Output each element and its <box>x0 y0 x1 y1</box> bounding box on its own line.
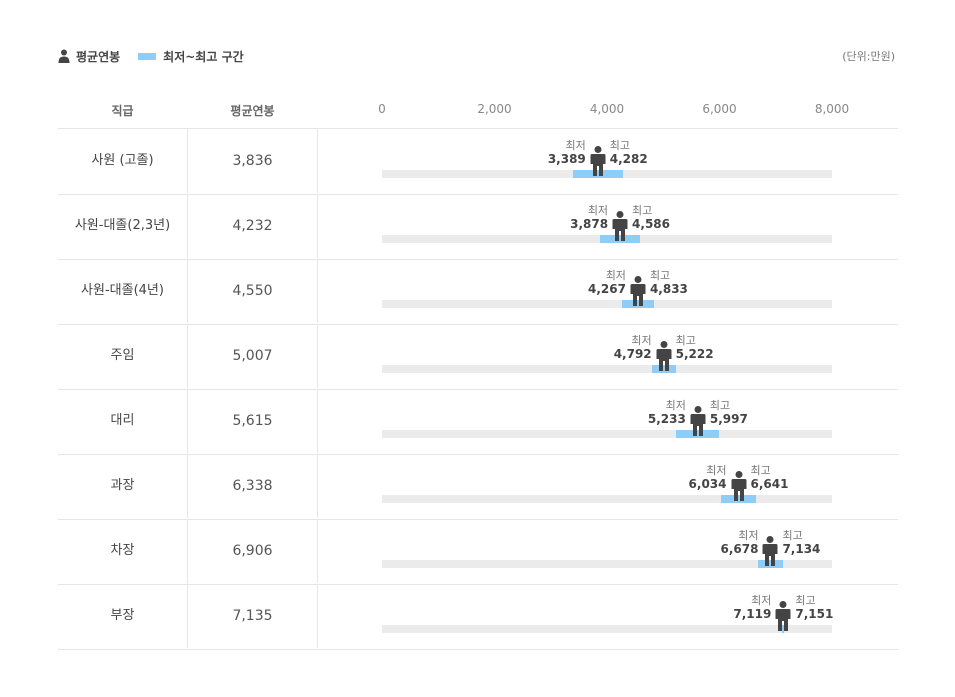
rank-label: 부장 <box>58 584 188 648</box>
max-label: 최고 <box>632 204 653 217</box>
avg-value: 4,550 <box>188 259 318 323</box>
min-value: 4,267 <box>587 282 626 296</box>
table-header: 직급 평균연봉 0 2,000 4,000 6,000 8,000 <box>58 98 898 129</box>
range-bar <box>651 365 676 373</box>
person-icon <box>775 601 791 631</box>
max-label: 최고 <box>609 139 631 152</box>
max-label: 최고 <box>750 464 771 477</box>
x-tick-label: 2,000 <box>477 102 512 116</box>
max-value: 4,282 <box>609 152 648 166</box>
rank-label: 차장 <box>58 519 188 583</box>
table-row: 사원-대졸(4년) 4,550 최저 4,267 최고 4,833 <box>58 259 898 325</box>
range-bar <box>572 170 623 178</box>
header-rank: 직급 <box>111 104 134 118</box>
min-label: 최저 <box>738 529 759 542</box>
min-value: 4,792 <box>613 347 652 361</box>
max-value: 5,997 <box>709 412 748 426</box>
max-value: 5,222 <box>675 347 714 361</box>
x-tick-label: 8,000 <box>814 102 850 116</box>
max-value: 6,641 <box>750 477 789 491</box>
legend-avg-label: 평균연봉 <box>76 49 121 64</box>
rank-label: 사원-대졸(2,3년) <box>58 194 188 258</box>
rank-label: 사원-대졸(4년) <box>58 259 188 323</box>
max-label: 최고 <box>709 399 731 412</box>
table-row: 대리 5,615 최저 5,233 최고 5,997 <box>58 389 898 455</box>
max-label: 최고 <box>675 334 696 347</box>
x-tick-label: 4,000 <box>589 102 625 116</box>
max-label: 최고 <box>782 529 803 542</box>
range-bar <box>757 560 784 568</box>
table-row: 사원-대졸(2,3년) 4,232 최저 3,878 최고 4,586 <box>58 194 898 260</box>
max-value: 4,833 <box>649 282 688 296</box>
table-row: 사원 (고졸) 3,836 최저 3,389 최고 4,282 <box>58 129 898 195</box>
range-bar <box>782 625 785 633</box>
min-value: 7,119 <box>733 607 772 621</box>
person-icon <box>656 341 672 371</box>
unit-label: (단위:만원) <box>842 50 895 63</box>
min-value: 3,878 <box>570 217 609 231</box>
max-label: 최고 <box>649 269 671 282</box>
legend: 평균연봉 최저~최고 구간 <box>58 47 244 65</box>
min-label: 최저 <box>706 464 727 477</box>
range-track <box>382 365 832 373</box>
legend-range-label: 최저~최고 구간 <box>163 49 244 64</box>
max-value: 7,134 <box>782 542 821 556</box>
table-row: 과장 6,338 최저 6,034 최고 6,641 <box>58 454 898 520</box>
range-track <box>382 625 832 633</box>
rank-label: 대리 <box>58 389 188 453</box>
x-tick-label: 6,000 <box>702 102 737 116</box>
table-row: 차장 6,906 최저 6,678 최고 7,134 <box>58 519 898 585</box>
person-icon <box>731 471 746 501</box>
table-row: 부장 7,135 최저 7,119 최고 7,151 <box>58 584 898 650</box>
person-icon <box>630 276 646 306</box>
range-track <box>382 495 832 503</box>
range-bar <box>622 300 654 308</box>
avg-value: 6,906 <box>188 519 318 583</box>
min-label: 최저 <box>605 269 626 282</box>
min-label: 최저 <box>751 594 772 607</box>
min-value: 3,389 <box>547 152 586 166</box>
max-value: 4,586 <box>632 217 671 231</box>
avg-value: 5,615 <box>188 389 318 453</box>
rank-label: 과장 <box>58 454 188 518</box>
header-avg: 평균연봉 <box>230 104 275 118</box>
person-icon <box>590 146 606 176</box>
person-icon <box>58 49 70 63</box>
min-value: 6,678 <box>720 542 759 556</box>
avg-value: 4,232 <box>188 194 318 258</box>
avg-value: 3,836 <box>188 129 318 193</box>
range-bar <box>600 235 640 243</box>
avg-value: 7,135 <box>188 584 318 648</box>
avg-value: 5,007 <box>188 324 318 388</box>
range-track <box>382 300 832 308</box>
avg-value: 6,338 <box>188 454 318 518</box>
range-bar <box>676 430 720 438</box>
min-label: 최저 <box>631 334 652 347</box>
max-value: 7,151 <box>795 607 834 621</box>
range-bar <box>721 495 756 503</box>
min-label: 최저 <box>665 399 686 412</box>
person-icon <box>612 211 628 241</box>
min-label: 최저 <box>587 204 609 217</box>
min-value: 5,233 <box>647 412 686 426</box>
x-tick-label: 0 <box>378 102 386 116</box>
person-icon <box>690 406 706 436</box>
range-track <box>382 430 832 438</box>
person-icon <box>762 536 778 566</box>
rank-label: 사원 (고졸) <box>58 129 188 193</box>
min-value: 6,034 <box>688 477 727 491</box>
legend-range-swatch <box>138 52 157 60</box>
range-track <box>382 560 832 568</box>
table-row: 주임 5,007 최저 4,792 최고 5,222 <box>58 324 898 390</box>
min-label: 최저 <box>565 139 586 152</box>
rank-label: 주임 <box>58 324 188 388</box>
max-label: 최고 <box>795 594 816 607</box>
